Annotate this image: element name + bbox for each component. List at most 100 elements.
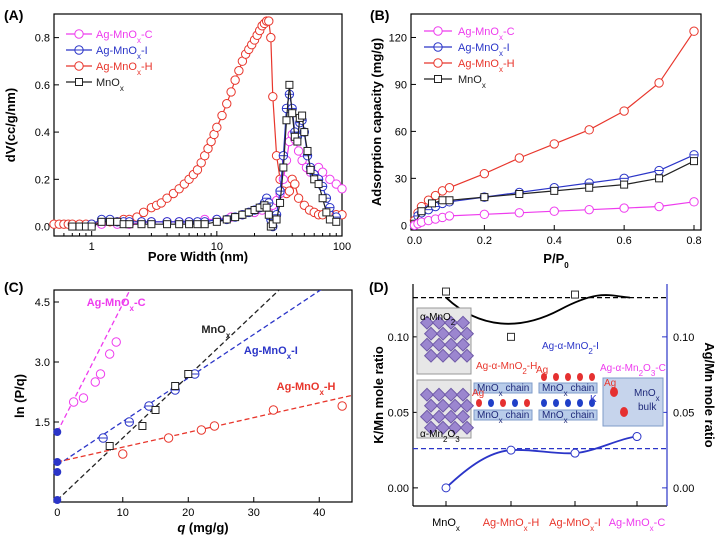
panel-d-ag-tag-i: Ag bbox=[536, 365, 548, 376]
panel-d-i-ag-dot bbox=[589, 373, 595, 381]
panel-a-point-M bbox=[293, 137, 302, 146]
panel-a-point-H bbox=[222, 99, 232, 109]
panel-a-legend-entry: Ag-MnOx-C bbox=[96, 29, 153, 45]
panel-b-point-M bbox=[480, 193, 489, 202]
panel-d-ylabel: K/Mn mole ratio bbox=[371, 346, 386, 444]
panel-a-point-M bbox=[322, 208, 331, 217]
panel-d-h-chains-chain-bottom: MnOx chain bbox=[477, 410, 529, 425]
panel-b-legend-marker bbox=[433, 42, 443, 52]
panel-b-legend-marker bbox=[433, 58, 443, 68]
panel-b-ytick-label: 120 bbox=[389, 32, 407, 44]
panel-c-point-M bbox=[171, 382, 180, 390]
panel-b-point-H bbox=[549, 139, 559, 149]
panel-a-point-H bbox=[138, 207, 149, 218]
panel-c-xtick-label: 0 bbox=[54, 507, 60, 519]
panel-c-point-M bbox=[184, 370, 193, 378]
panel-c-point-C bbox=[104, 349, 115, 359]
panel-a-point-M bbox=[185, 220, 194, 229]
panel-d-ytick-label: 0.10 bbox=[388, 332, 409, 344]
panel-d-ag-curve bbox=[445, 435, 638, 489]
panel-d-ag-tag-c: Ag bbox=[604, 378, 616, 389]
panel-c-point-C bbox=[78, 393, 89, 403]
panel-a-point-M bbox=[288, 109, 297, 118]
panel-a-point-M bbox=[276, 198, 285, 207]
panel-d-h-chains: MnOx chain MnOx chain bbox=[473, 382, 533, 425]
panel-d-ag-h-label: Ag-α-MnO2-H bbox=[476, 361, 537, 376]
panel-c-point-M bbox=[151, 406, 160, 414]
panel-a-point-I bbox=[275, 186, 285, 196]
panel-d-ytick-label: 0.00 bbox=[388, 483, 409, 495]
panel-c-ylabel: ln (P/q) bbox=[12, 374, 27, 418]
panel-a-xtick-label: 1 bbox=[89, 241, 95, 253]
panel-b-point-H bbox=[584, 125, 594, 135]
panel-d-alpha-mn2o3-label: α-Mn2O3 bbox=[420, 429, 460, 444]
panel-b-point-C bbox=[444, 211, 455, 221]
panel-c-fit-I bbox=[56, 290, 322, 466]
panel-d-alpha-mno2-label: α-MnO2 bbox=[420, 312, 456, 327]
panel-a-point-M bbox=[147, 220, 156, 229]
panel-b-point-I bbox=[654, 165, 664, 176]
panel-a-point-H bbox=[226, 87, 236, 97]
panel-d-category: Ag-MnOx-I bbox=[549, 517, 601, 533]
panel-c-fit-C bbox=[56, 290, 131, 433]
panel-c-fit-M bbox=[56, 290, 281, 501]
panel-d-ag-c-label: Ag-α-Mn2O3-C bbox=[600, 363, 666, 378]
panel-d-category: Ag-MnOx-H bbox=[483, 517, 540, 533]
panel-a-ytick-label: 0.2 bbox=[35, 174, 50, 186]
panel-d-ag-point bbox=[441, 483, 451, 493]
panel-d-ytick-right-label: 0.10 bbox=[673, 332, 694, 344]
panel-a-point-H bbox=[234, 65, 244, 76]
panel-b-legend-marker bbox=[434, 75, 442, 83]
panel-a-point-C bbox=[325, 174, 335, 185]
panel-a-point-M bbox=[306, 165, 315, 174]
panel-b-point-M bbox=[417, 207, 426, 216]
panel-a-ylabel: dV(cc/g/nm) bbox=[3, 88, 18, 162]
panel-d-ytick-right-label: 0.00 bbox=[673, 483, 694, 495]
panel-a-legend-marker bbox=[75, 78, 83, 86]
panel-d-ylabel-right: Ag/Mn mole ratio bbox=[702, 342, 715, 448]
panel-c-ytick-label: 3.0 bbox=[35, 357, 50, 369]
panel-a-point-M bbox=[264, 210, 273, 219]
panel-b-point-H bbox=[514, 153, 525, 163]
panel-a-point-H bbox=[162, 193, 172, 203]
panel-a-point-M bbox=[285, 80, 294, 89]
panel-a-point-C bbox=[337, 184, 347, 194]
panel-d-k-point bbox=[507, 332, 515, 341]
panel-b-ytick-label: 60 bbox=[395, 126, 407, 138]
panel-c-frame bbox=[53, 289, 353, 503]
panel-c-series-label: Ag-MnOx-C bbox=[87, 297, 146, 313]
panel-d-ag-point bbox=[506, 445, 516, 455]
panel-a-point-M bbox=[231, 213, 240, 222]
panel-d-ag-point bbox=[632, 432, 642, 442]
panel-b-point-C bbox=[514, 208, 525, 218]
panel-c-point-M bbox=[105, 442, 114, 450]
panel-b-point-M bbox=[427, 199, 436, 208]
panel-b-point-H bbox=[619, 106, 629, 116]
panel-a-ytick-label: 0.4 bbox=[35, 127, 50, 139]
panel-a-point-H bbox=[293, 193, 304, 203]
panel-a-point-H bbox=[217, 110, 227, 121]
panel-d-k-tag: K bbox=[590, 394, 597, 405]
panel-d-ag-tag-h: Ag bbox=[472, 388, 484, 399]
panel-a-point-M bbox=[222, 215, 231, 224]
panel-b-point-H bbox=[654, 78, 664, 88]
panel-a-point-M bbox=[262, 203, 271, 212]
panel-c-label: (C) bbox=[4, 279, 23, 295]
panel-a-point-M bbox=[310, 175, 319, 184]
panel-a-xtick-label: 10 bbox=[211, 241, 223, 253]
panel-a-legend-entry: Ag-MnOx-H bbox=[96, 61, 153, 77]
panel-b-point-H bbox=[479, 168, 490, 179]
panel-a-point-M bbox=[97, 217, 106, 226]
panel-b-point-C bbox=[479, 209, 490, 220]
panel-b-xtick-label: 0.6 bbox=[616, 235, 631, 247]
panel-c-point-C bbox=[111, 337, 121, 347]
panel-a-point-M bbox=[175, 220, 184, 229]
panel-b-point-C bbox=[654, 201, 664, 212]
panel-a-point-C bbox=[317, 167, 328, 177]
panel-a-point-H bbox=[230, 75, 240, 85]
panel-b-point-C bbox=[549, 206, 559, 216]
panel-d-label: (D) bbox=[369, 279, 388, 295]
panel-d-bulk-label1: MnOx bbox=[634, 388, 660, 403]
